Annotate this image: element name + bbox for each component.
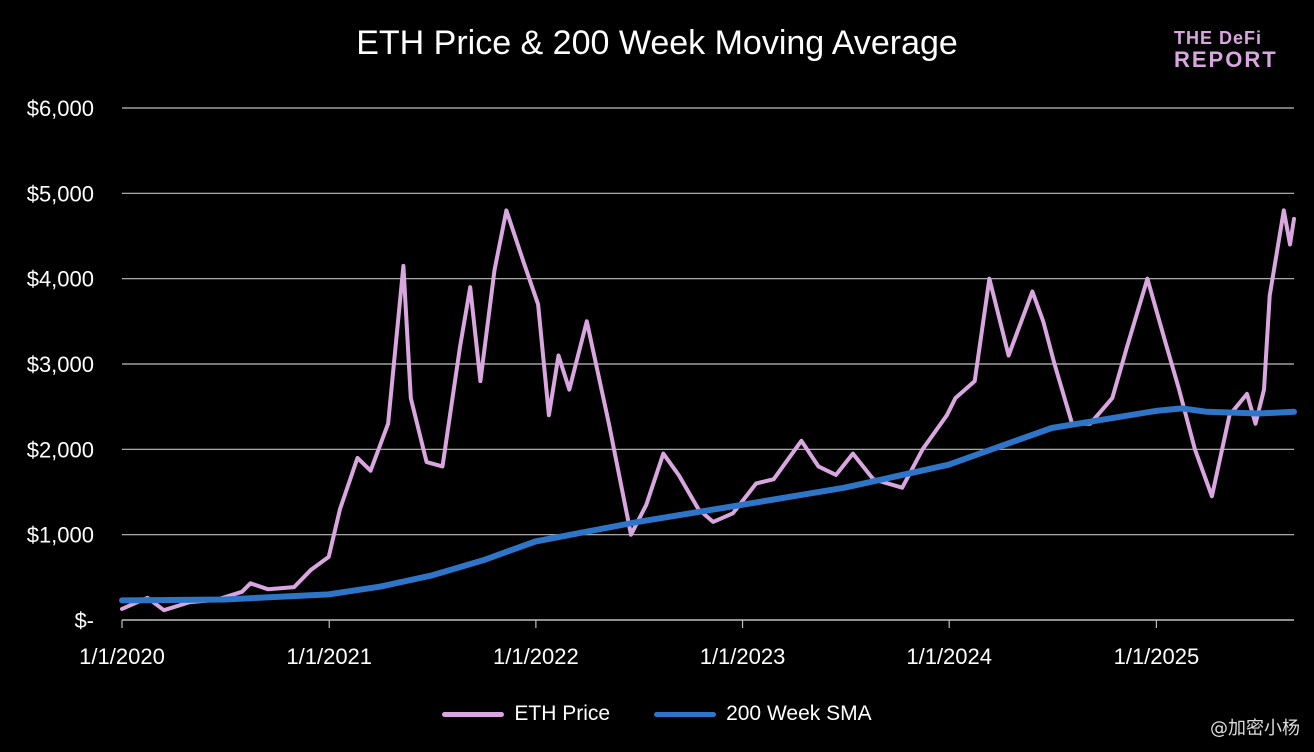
- watermark: @加密小杨: [1210, 718, 1300, 739]
- y-tick-labels: $- $1,000 $2,000 $3,000 $4,000 $5,000 $6,000: [27, 96, 94, 633]
- legend-item-eth-price: ETH Price: [442, 702, 610, 726]
- legend-label-eth-price: ETH Price: [514, 702, 611, 725]
- y-tick-label: $4,000: [27, 267, 94, 292]
- logo-line-1: THE DeFi: [1174, 28, 1263, 48]
- legend-label-200-week-sma: 200 Week SMA: [726, 702, 872, 725]
- x-tick-labels: 1/1/2020 1/1/2021 1/1/2022 1/1/2023 1/1/2024…: [79, 644, 1199, 669]
- legend-swatch-eth-price: [442, 711, 505, 717]
- x-tick-label: 1/1/2021: [286, 644, 372, 669]
- grid-lines: [122, 107, 1294, 536]
- series-line-eth-price: [120, 208, 1296, 613]
- x-tick-label: 1/1/2024: [906, 644, 992, 669]
- legend-swatch-200-week-sma: [654, 711, 717, 717]
- x-tick-label: 1/1/2023: [700, 644, 786, 669]
- defi-report-logo: THE DeFi REPORT: [1174, 28, 1284, 72]
- logo-line-2: REPORT: [1174, 47, 1278, 72]
- chart-title: ETH Price & 200 Week Moving Average: [356, 24, 958, 62]
- y-tick-label: $5,000: [27, 181, 94, 206]
- x-tick-label: 1/1/2025: [1114, 644, 1200, 669]
- legend-item-200-week-sma: 200 Week SMA: [654, 702, 872, 726]
- y-tick-label: $1,000: [27, 523, 94, 548]
- x-tick-label: 1/1/2020: [79, 644, 165, 669]
- y-tick-label: $2,000: [27, 437, 94, 462]
- y-tick-label: $6,000: [27, 96, 94, 121]
- legend: ETH Price 200 Week SMA: [0, 702, 1314, 726]
- series-line-200-week-sma: [119, 405, 1297, 604]
- y-tick-label: $3,000: [27, 352, 94, 377]
- x-tick-label: 1/1/2022: [493, 644, 579, 669]
- axes: [121, 619, 1294, 628]
- y-tick-label: $-: [74, 608, 94, 633]
- series-lines: [119, 208, 1297, 613]
